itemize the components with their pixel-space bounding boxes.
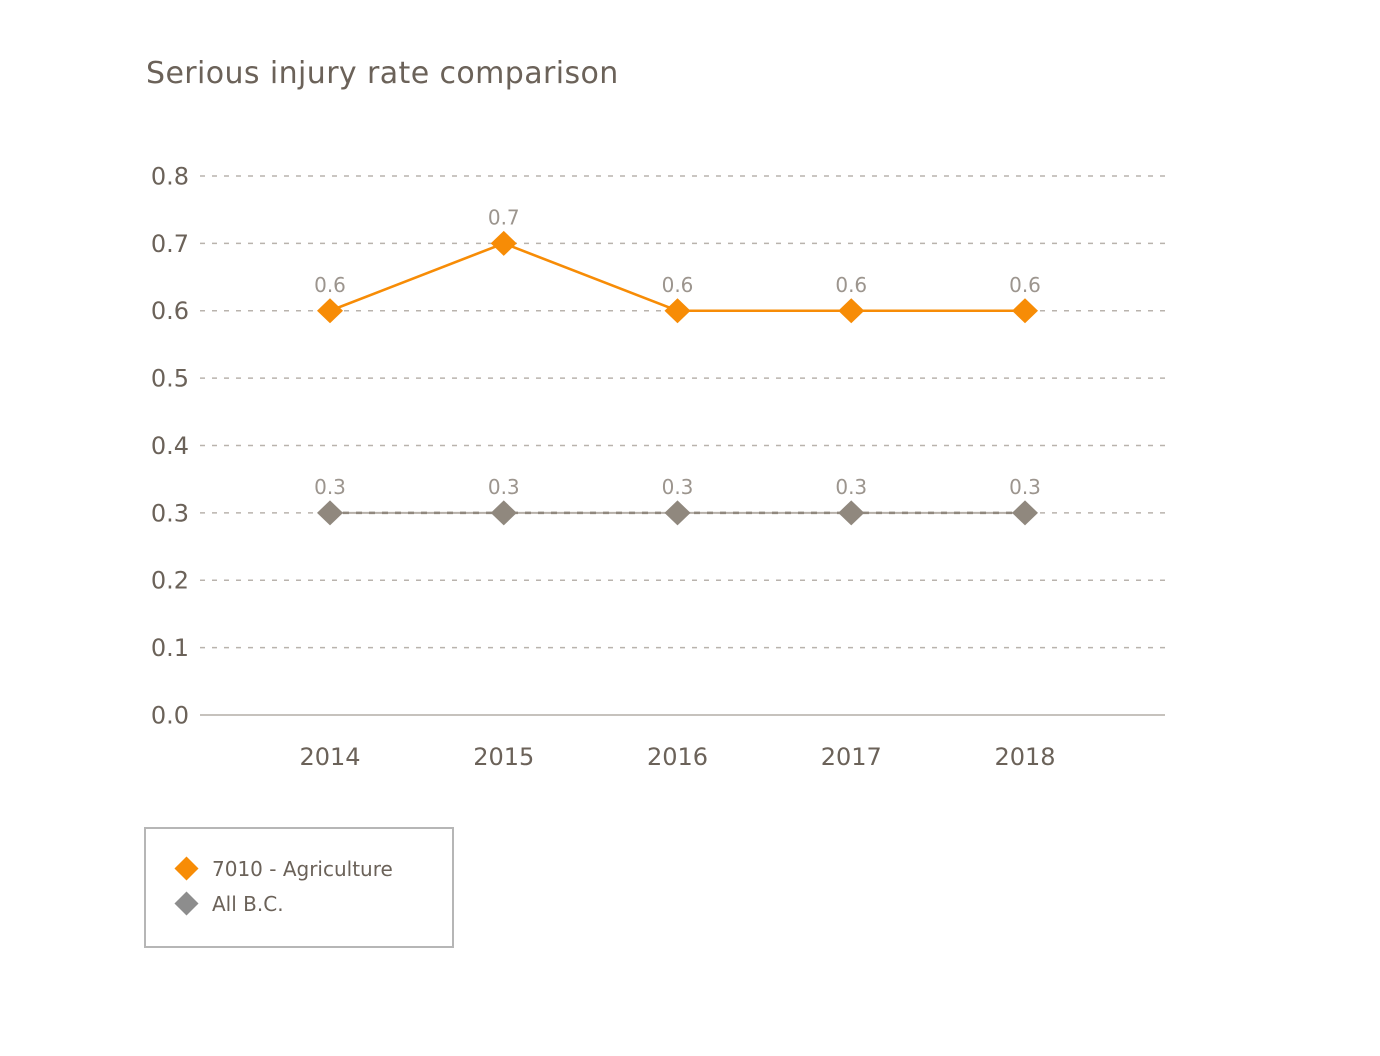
data-label: 0.3 — [662, 475, 694, 499]
data-label: 0.3 — [835, 475, 867, 499]
data-point-marker — [1012, 298, 1038, 324]
y-tick-label: 0.5 — [151, 365, 189, 393]
legend-label-agriculture: 7010 - Agriculture — [212, 856, 393, 881]
data-point-marker — [664, 298, 691, 324]
x-tick-label: 2016 — [647, 743, 708, 771]
x-tick-label: 2018 — [994, 743, 1055, 771]
data-label: 0.6 — [835, 273, 867, 297]
data-label: 0.6 — [662, 273, 694, 297]
data-point-marker — [490, 500, 517, 526]
x-tick-label: 2017 — [821, 743, 882, 771]
data-label: 0.6 — [314, 273, 346, 297]
y-tick-label: 0.0 — [151, 701, 189, 729]
data-point-marker — [490, 230, 517, 256]
agriculture-marker-icon — [174, 856, 199, 881]
data-point-marker — [838, 298, 865, 324]
all-bc-marker-icon — [174, 891, 199, 916]
legend: 7010 - Agriculture All B.C. — [144, 827, 454, 948]
data-point-marker — [838, 500, 865, 526]
data-point-marker — [317, 298, 343, 324]
y-tick-label: 0.8 — [151, 162, 189, 190]
data-label: 0.3 — [314, 475, 346, 499]
data-point-marker — [664, 500, 691, 526]
data-point-marker — [1012, 500, 1038, 526]
legend-label-all-bc: All B.C. — [212, 891, 284, 916]
chart-title: Serious injury rate comparison — [146, 56, 619, 91]
data-label: 0.7 — [488, 205, 520, 229]
x-tick-label: 2014 — [299, 743, 360, 771]
data-label: 0.3 — [1009, 475, 1041, 499]
y-tick-label: 0.2 — [151, 567, 189, 595]
y-tick-label: 0.4 — [151, 432, 189, 460]
line-chart: 0.0 0.1 0.2 0.3 0.4 0.5 0.6 0.7 0.8 2014 2015 2016 2… — [151, 162, 1165, 771]
y-tick-label: 0.6 — [151, 297, 189, 325]
data-label: 0.3 — [488, 475, 520, 499]
data-label: 0.6 — [1009, 273, 1041, 297]
legend-item-agriculture: 7010 - Agriculture — [174, 851, 452, 886]
y-tick-label: 0.7 — [151, 230, 189, 258]
x-tick-label: 2015 — [473, 743, 534, 771]
legend-item-all-bc: All B.C. — [174, 886, 452, 921]
y-tick-label: 0.1 — [151, 634, 189, 662]
data-point-marker — [317, 500, 343, 526]
y-tick-label: 0.3 — [151, 499, 189, 527]
